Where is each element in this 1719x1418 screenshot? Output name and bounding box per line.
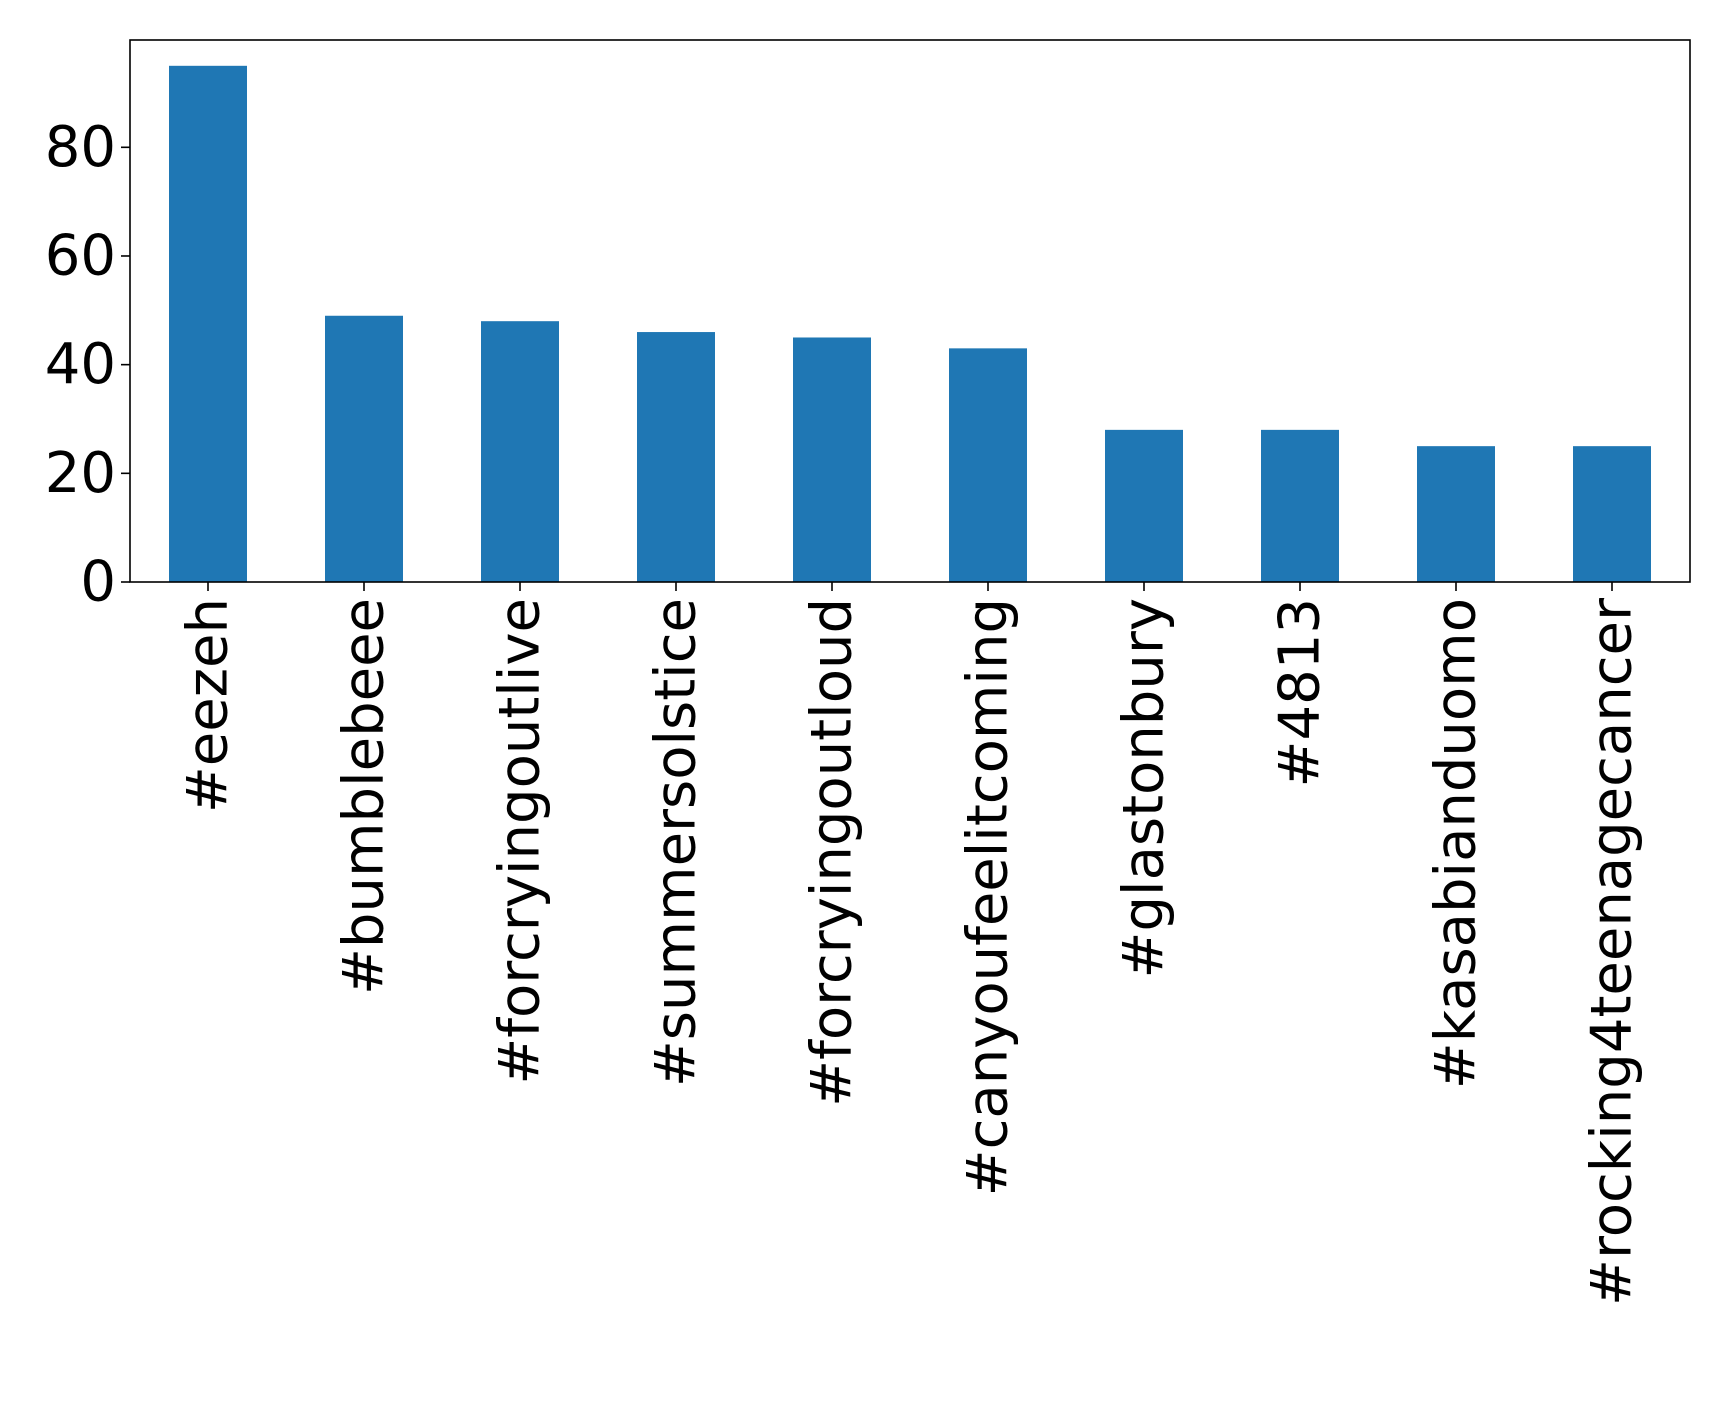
y-tick-label: 80 — [45, 115, 116, 180]
bar-0 — [169, 65, 247, 583]
x-tick-label: #eezeh — [176, 598, 241, 813]
y-tick-label: 40 — [45, 332, 116, 397]
y-tick-label: 20 — [45, 441, 116, 506]
y-tick-label: 60 — [45, 223, 116, 288]
bar-8 — [1417, 446, 1495, 582]
plot-frame — [129, 39, 1691, 583]
x-tick-label: #4813 — [1268, 598, 1333, 787]
x-tick-label: #bumblebeee — [332, 598, 397, 995]
bar-9 — [1573, 446, 1651, 582]
bar-5 — [949, 348, 1027, 582]
x-tick-label: #kasabianduomo — [1424, 598, 1489, 1089]
y-tick-label: 0 — [80, 550, 116, 615]
x-tick-label: #summersolstice — [644, 598, 709, 1087]
bar-1 — [325, 315, 403, 582]
bar-2 — [481, 321, 559, 582]
bar-4 — [793, 337, 871, 582]
bars-group — [169, 65, 1651, 583]
x-tick-label: #canyoufeelitcoming — [956, 598, 1021, 1196]
x-tick-label: #rocking4teenagecancer — [1580, 597, 1645, 1306]
x-axis: #eezeh #bumblebeee #forcryingoutlive #summe… — [176, 582, 1645, 1306]
bar-3 — [637, 332, 715, 582]
bar-7 — [1261, 429, 1339, 582]
x-tick-label: #forcryingoutlive — [488, 598, 553, 1085]
bar-6 — [1105, 429, 1183, 582]
x-tick-label: #glastonbury — [1112, 598, 1177, 978]
x-tick-label: #forcryingoutloud — [800, 598, 865, 1107]
y-axis: 0 20 40 60 80 — [45, 115, 130, 615]
